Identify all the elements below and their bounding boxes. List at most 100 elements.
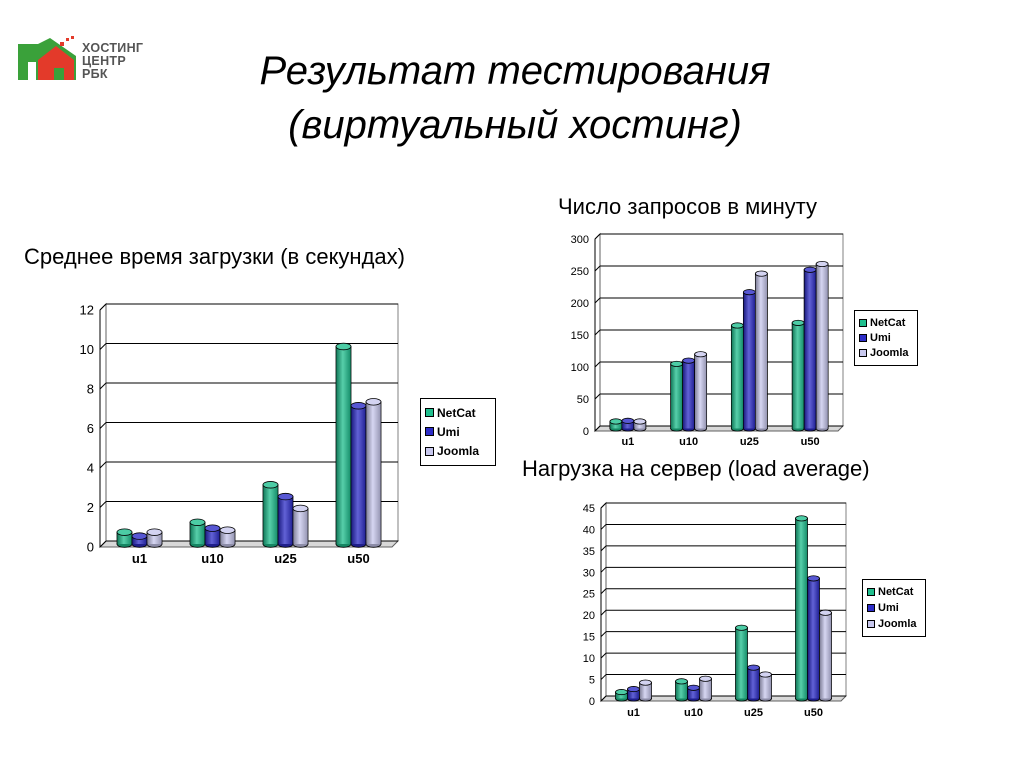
y-tick-label: 30 xyxy=(583,567,595,579)
legend-load-time: NetCat Umi Joomla xyxy=(420,398,496,466)
bar-umi-u1 xyxy=(627,686,640,702)
gridline-side xyxy=(99,343,107,350)
bar-netcat-u1 xyxy=(609,418,623,432)
y-tick-label: 2 xyxy=(87,500,94,515)
house-logo-icon xyxy=(18,36,76,80)
y-tick-label: 300 xyxy=(571,234,589,246)
bar-joomla-u10 xyxy=(699,675,712,702)
bar-umi-u10 xyxy=(687,684,700,702)
bar-netcat-u10 xyxy=(189,518,206,548)
x-tick-label: u25 xyxy=(274,551,296,566)
x-tick-label: u10 xyxy=(201,551,223,566)
legend-label: NetCat xyxy=(870,316,906,329)
x-tick-label: u10 xyxy=(684,707,703,719)
legend-swatch xyxy=(425,446,434,456)
chart-title-requests: Число запросов в минуту xyxy=(558,194,818,219)
legend-label: Umi xyxy=(870,331,891,344)
legend-item-umi: Umi xyxy=(867,602,921,614)
gridline-side xyxy=(594,265,601,272)
gridline-side xyxy=(600,674,607,680)
legend-label: Joomla xyxy=(437,444,480,459)
chart-title-load-time: Среднее время загрузки (в секундах) xyxy=(24,244,405,269)
y-tick-label: 150 xyxy=(571,330,589,342)
bar-joomla-u1 xyxy=(146,528,163,548)
bar-netcat-u10 xyxy=(675,678,688,702)
gridline-side xyxy=(600,566,607,573)
bar-umi-u50 xyxy=(350,402,367,548)
x-tick-label: u1 xyxy=(132,551,147,566)
x-tick-label: u10 xyxy=(679,436,698,448)
y-tick-label: 40 xyxy=(583,524,595,536)
legend-item-netcat: NetCat xyxy=(425,406,491,420)
legend-label: Umi xyxy=(437,424,460,439)
page-title-line-2: (виртуальный хостинг) xyxy=(288,103,742,147)
logo-line-1: ХОСТИНГ xyxy=(82,41,144,55)
legend-item-netcat: NetCat xyxy=(867,586,921,598)
bar-joomla-u1 xyxy=(639,679,652,702)
bar-netcat-u10 xyxy=(670,360,684,432)
gridline-side xyxy=(99,382,107,390)
y-tick-label: 200 xyxy=(571,298,589,310)
gridline-side xyxy=(600,588,607,595)
logo: ХОСТИНГ ЦЕНТР РБК xyxy=(16,36,176,90)
gridline-side xyxy=(600,695,607,702)
bar-joomla-u10 xyxy=(694,351,708,432)
gridline-side xyxy=(600,502,607,509)
bar-joomla-u50 xyxy=(815,260,829,432)
gridline-side xyxy=(99,461,107,469)
gridline-side xyxy=(600,545,607,552)
legend-label: Joomla xyxy=(870,347,909,360)
bar-umi-u25 xyxy=(747,664,760,702)
legend-swatch xyxy=(867,604,875,612)
bar-joomla-u25 xyxy=(292,504,309,548)
gridline-side xyxy=(600,652,607,659)
legend-item-joomla: Joomla xyxy=(425,444,491,458)
x-tick-label: u50 xyxy=(801,436,820,448)
gridline-side xyxy=(594,297,601,304)
bar-netcat-u50 xyxy=(795,515,808,702)
legend-swatch xyxy=(867,588,875,596)
gridline-side xyxy=(600,631,607,638)
gridline-side xyxy=(600,609,607,616)
legend-item-joomla: Joomla xyxy=(867,618,921,630)
bar-netcat-u25 xyxy=(262,481,279,548)
logo-line-3: РБК xyxy=(82,67,108,81)
y-tick-label: 0 xyxy=(87,540,94,555)
bar-joomla-u25 xyxy=(759,671,772,702)
bar-netcat-u50 xyxy=(335,342,352,548)
y-tick-label: 0 xyxy=(583,426,589,438)
x-tick-label: u25 xyxy=(744,707,763,719)
legend-item-joomla: Joomla xyxy=(859,347,913,359)
x-tick-label: u50 xyxy=(347,551,369,566)
legend-swatch xyxy=(859,318,867,327)
bar-netcat-u25 xyxy=(735,624,748,702)
legend-requests: NetCat Umi Joomla xyxy=(854,310,918,366)
y-tick-label: 0 xyxy=(589,696,595,708)
legend-label: NetCat xyxy=(878,586,914,598)
bar-joomla-u50 xyxy=(819,609,832,702)
y-tick-label: 8 xyxy=(87,382,94,397)
legend-item-netcat: NetCat xyxy=(859,317,913,329)
legend-item-umi: Umi xyxy=(425,425,491,439)
bar-netcat-u25 xyxy=(730,322,744,432)
y-tick-label: 12 xyxy=(80,303,94,318)
legend-swatch xyxy=(867,620,875,628)
bar-umi-u1 xyxy=(131,532,148,548)
y-tick-label: 5 xyxy=(589,675,595,687)
page-title-line-1: Результат тестирования xyxy=(259,49,771,93)
bar-umi-u1 xyxy=(621,417,635,432)
gridline-side xyxy=(99,501,107,508)
logo-text: ХОСТИНГ ЦЕНТР РБК xyxy=(82,42,143,81)
x-tick-label: u25 xyxy=(740,436,759,448)
bar-umi-u10 xyxy=(204,524,221,548)
logo-line-2: ЦЕНТР xyxy=(82,54,126,68)
gridline-side xyxy=(600,524,607,530)
legend-label: Joomla xyxy=(878,618,917,630)
bar-umi-u50 xyxy=(807,575,820,702)
bar-umi-u50 xyxy=(803,266,817,432)
gridline-side xyxy=(594,361,601,368)
legend-swatch xyxy=(425,427,434,437)
legend-item-umi: Umi xyxy=(859,332,913,344)
